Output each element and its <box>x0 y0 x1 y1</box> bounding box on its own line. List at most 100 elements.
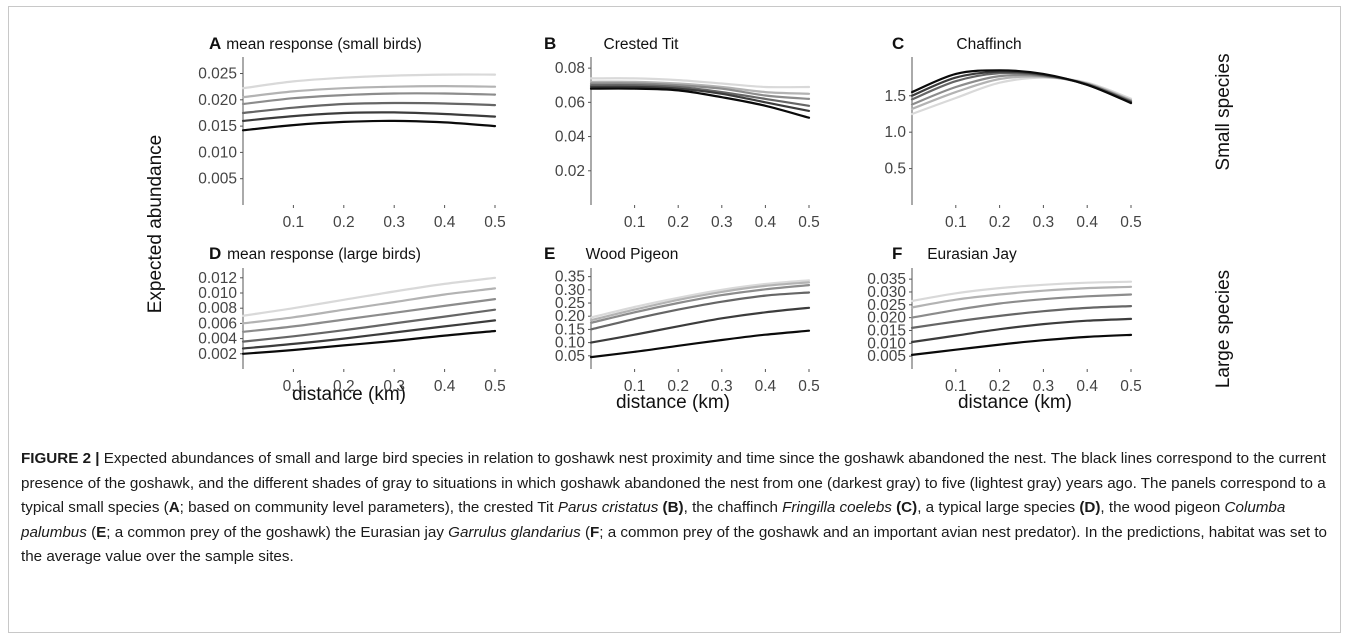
caption-text: ; a common prey of the goshawk and an im… <box>21 523 1327 566</box>
panel-a-y-tick-label: 0.010 <box>198 144 237 161</box>
panel-d-x-tick-label: 0.4 <box>434 378 456 395</box>
panel-f-y-tick-label: 0.035 <box>867 271 906 288</box>
panel-b-x-tick-label: 0.5 <box>798 214 820 231</box>
caption-text: ( <box>580 523 590 541</box>
panel-f-series-line <box>910 305 1133 329</box>
panel-e-title: Wood Pigeon <box>586 246 679 263</box>
panel-e-y-tick-label: 0.20 <box>555 308 586 325</box>
caption-ref-f: F <box>590 523 600 541</box>
caption-text: ; based on community level parameters), … <box>179 499 558 516</box>
panel-f-title: Eurasian Jay <box>927 246 1017 263</box>
panel-e-x-tick-label: 0.1 <box>624 378 646 395</box>
panel-e-x-tick-label: 0.4 <box>755 378 777 395</box>
panel-d-letter: D <box>209 244 221 263</box>
panel-b-x-tick-label: 0.1 <box>624 214 646 231</box>
panel-a-series-line <box>241 84 497 99</box>
panel-d-series-line <box>241 287 497 325</box>
panel-d-y-tick-label: 0.006 <box>198 315 237 332</box>
panel-b-series-line <box>589 87 811 119</box>
panel-e-series-line <box>589 329 811 359</box>
panel-b-y-tick-label: 0.04 <box>555 129 586 146</box>
panel-f-series-line <box>910 280 1133 303</box>
panel-a-y-tick-label: 0.020 <box>198 92 237 109</box>
panel-d-series-line <box>241 276 497 317</box>
panel-d-series-line <box>241 329 497 355</box>
panel-a-series-line <box>241 111 497 122</box>
panel-d-title: mean response (large birds) <box>227 246 421 263</box>
panel-c-x-tick-label: 0.2 <box>989 214 1011 231</box>
y-axis-label: Expected abundance <box>145 135 166 314</box>
panel-d-y-tick-label: 0.010 <box>198 285 237 302</box>
panel-d-x-tick-label: 0.5 <box>484 378 506 395</box>
panel-a-x-tick-label: 0.1 <box>283 214 305 231</box>
panel-b-x-tick-label: 0.3 <box>711 214 733 231</box>
panel-f-series-line <box>910 317 1133 344</box>
panel-d-x-tick-label: 0.3 <box>383 378 405 395</box>
panel-c-title: Chaffinch <box>956 36 1021 53</box>
panel-d-series-line <box>241 298 497 333</box>
panel-e-y-tick-label: 0.30 <box>555 282 586 299</box>
panel-b-y-tick-label: 0.06 <box>555 94 585 111</box>
panel-a-x-tick-label: 0.2 <box>333 214 355 231</box>
panel-d-y-tick-label: 0.004 <box>198 331 237 348</box>
caption-species: Garrulus glandarius <box>448 523 581 541</box>
panel-b-y-tick-label: 0.02 <box>555 163 585 180</box>
caption-text: , the chaffinch <box>683 499 783 516</box>
figure-panels: Expected abundance Small species Large s… <box>145 34 1234 413</box>
panel-f-x-tick-label: 0.4 <box>1076 378 1098 395</box>
panel-e-series-line <box>589 306 811 344</box>
panel-f-series-line <box>910 285 1133 309</box>
panel-f-x-tick-label: 0.2 <box>989 378 1011 395</box>
panel-c-x-tick-label: 0.1 <box>945 214 967 231</box>
panel-f-y-tick-label: 0.020 <box>867 310 906 327</box>
panel-d-series-line <box>241 319 497 350</box>
caption-ref-d: (D) <box>1079 499 1101 516</box>
panel-b-series-line <box>589 84 811 107</box>
panel-f-y-tick-label: 0.010 <box>867 335 906 352</box>
caption-text: , a typical large species <box>917 499 1080 516</box>
panel-e-series-line <box>589 291 811 331</box>
caption-species: Parus cristatus <box>557 499 659 516</box>
panel-e-y-tick-label: 0.15 <box>555 321 585 338</box>
panel-b-series-line <box>589 85 811 112</box>
figure-caption: FIGURE 2 | Expected abundances of small … <box>21 447 1331 570</box>
panel-a-series-line <box>241 119 497 132</box>
panel-a-series-line <box>241 92 497 106</box>
panel-e-y-tick-label: 0.10 <box>555 335 586 352</box>
panel-a-y-tick-label: 0.015 <box>198 118 237 135</box>
panel-c-y-tick-label: 1.5 <box>884 88 906 105</box>
panel-f-letter: F <box>892 244 902 263</box>
panel-b-y-tick-label: 0.08 <box>555 60 585 77</box>
figure-frame: Expected abundance Small species Large s… <box>8 6 1341 633</box>
caption-species: Columba palumbus <box>21 499 1286 541</box>
caption-ref-b: (B) <box>662 499 684 516</box>
panel-c-x-tick-label: 0.5 <box>1120 214 1142 231</box>
panel-e-x-tick-label: 0.2 <box>667 378 689 395</box>
panel-a-title: mean response (small birds) <box>226 36 422 53</box>
panel-b-x-tick-label: 0.4 <box>755 214 777 231</box>
caption-text: ( <box>86 523 97 541</box>
panel-e-letter: E <box>544 244 555 263</box>
panel-e-series-line <box>589 284 811 324</box>
panel-f-x-tick-label: 0.1 <box>945 378 967 395</box>
panel-c-x-tick-label: 0.3 <box>1033 214 1055 231</box>
panel-a-series-line <box>241 101 497 115</box>
panel-a-x-tick-label: 0.4 <box>434 214 456 231</box>
panel-d-y-tick-label: 0.008 <box>198 300 237 317</box>
caption-text: ; a common prey of the goshawk) the Eura… <box>106 523 449 541</box>
caption-species: Fringilla coelebs <box>782 499 892 516</box>
panel-d-x-tick-label: 0.1 <box>283 378 305 395</box>
caption-ref-a: A <box>168 499 180 516</box>
panel-c-y-tick-label: 1.0 <box>884 124 906 141</box>
panel-a-x-tick-label: 0.3 <box>383 214 405 231</box>
panel-f-y-tick-label: 0.030 <box>867 284 906 301</box>
panel-f-series-line <box>910 333 1133 356</box>
panel-a-series-line <box>241 73 497 90</box>
panel-d-y-tick-label: 0.012 <box>198 270 237 287</box>
row-label-large: Large species <box>1213 270 1234 388</box>
panel-f-x-tick-label: 0.5 <box>1120 378 1142 395</box>
panel-b-series-line <box>589 82 811 100</box>
x-axis-label-right: distance (km) <box>958 392 1072 413</box>
panel-d-x-tick-label: 0.2 <box>333 378 355 395</box>
panel-b-x-tick-label: 0.2 <box>667 214 689 231</box>
